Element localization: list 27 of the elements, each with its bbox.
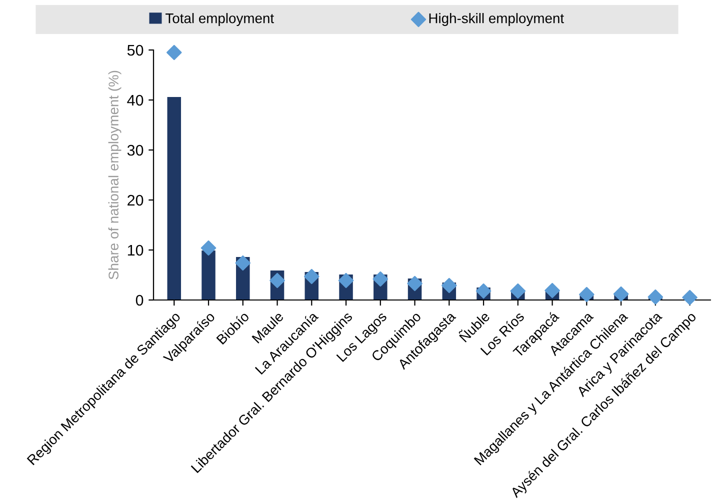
point <box>407 276 422 292</box>
point <box>613 286 629 302</box>
point <box>648 289 664 305</box>
point <box>235 255 251 271</box>
point <box>510 283 526 299</box>
y-tick-label: 50 <box>127 44 144 56</box>
legend-label: High-skill employment <box>429 13 564 26</box>
point <box>476 283 492 299</box>
legend-label: Total employment <box>166 13 274 26</box>
bar <box>167 97 182 300</box>
y-tick-label: 40 <box>127 94 144 106</box>
point <box>166 44 182 60</box>
point <box>682 290 698 306</box>
point <box>544 282 560 298</box>
bar <box>202 250 216 300</box>
y-tick-label: 20 <box>128 194 144 206</box>
point <box>304 268 320 284</box>
point <box>338 272 354 288</box>
point <box>200 240 216 256</box>
point <box>372 271 388 287</box>
y-axis-title: Share of national employment (%) <box>108 70 122 280</box>
y-tick-label: 10 <box>128 244 144 256</box>
point <box>270 272 285 288</box>
y-tick-label: 30 <box>127 144 144 156</box>
point <box>579 286 594 302</box>
point <box>442 278 457 294</box>
y-tick-label: 0 <box>136 294 144 306</box>
